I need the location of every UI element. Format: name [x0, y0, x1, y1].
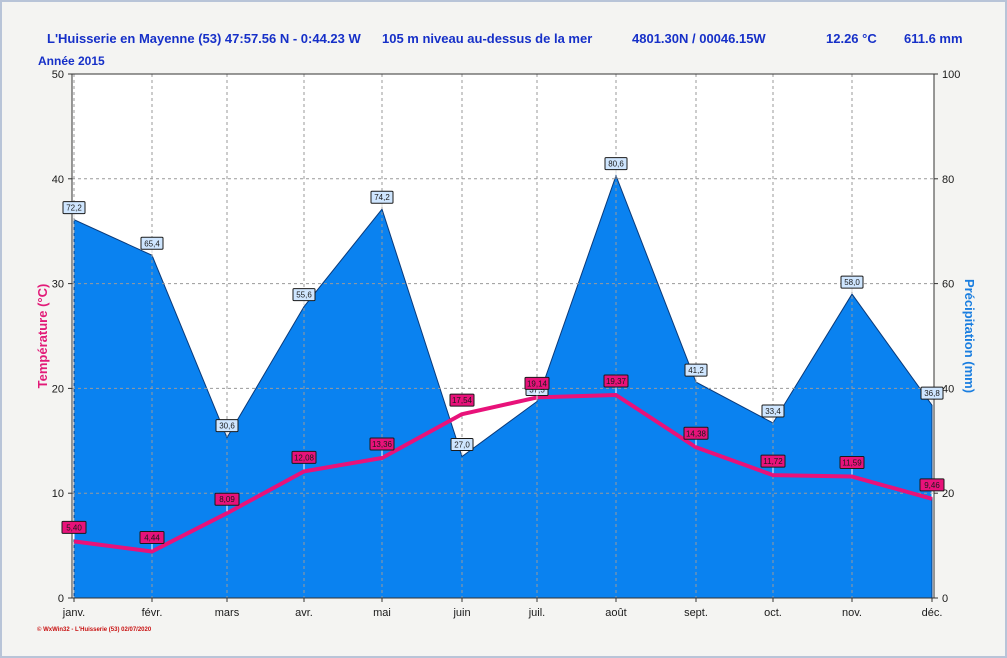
x-tick-label: sept. [684, 607, 708, 619]
station-title: L'Huisserie en Mayenne (53) 47:57.56 N -… [47, 31, 361, 46]
temp-data-label: 17,54 [452, 396, 473, 405]
x-tick-label: juil. [528, 607, 546, 619]
temp-data-label: 13,36 [372, 440, 393, 449]
y-left-tick-label: 0 [58, 593, 64, 605]
temp-label-box [61, 520, 87, 534]
total-precipitation: 611.6 mm [904, 31, 963, 46]
precip-data-label: 33,4 [765, 407, 781, 416]
y-left-tick-label: 30 [52, 279, 64, 291]
precip-label-box [140, 236, 164, 250]
y-right-tick-label: 20 [942, 488, 954, 500]
precip-data-label: 72,2 [66, 204, 82, 213]
x-tick-label: nov. [842, 607, 862, 619]
precip-label-box [761, 404, 785, 418]
temp-label-box [603, 374, 629, 388]
temp-label-box [683, 426, 709, 440]
precip-data-label: 36,8 [924, 389, 940, 398]
temp-data-label: 9,46 [924, 481, 940, 490]
x-tick-label: mars [215, 607, 240, 619]
temp-data-label: 19,37 [606, 377, 627, 386]
precip-data-label: 80,6 [608, 160, 624, 169]
precip-data-label: 74,2 [374, 193, 390, 202]
precip-label-box [604, 157, 628, 171]
y-right-tick-label: 100 [942, 69, 960, 81]
precip-label-box [370, 190, 394, 204]
temp-data-label: 11,72 [763, 457, 783, 466]
x-tick-label: janv. [62, 607, 85, 619]
precipitation-area [73, 174, 933, 599]
precip-data-label: 27,0 [454, 441, 470, 450]
altitude-text: 105 m niveau au-dessus de la mer [382, 31, 593, 46]
precip-data-label: 41,2 [688, 366, 704, 375]
average-temperature: 12.26 °C [826, 31, 877, 46]
y-left-tick-label: 40 [52, 174, 64, 186]
year-subtitle: Année 2015 [38, 54, 105, 68]
y-right-tick-label: 80 [942, 174, 954, 186]
temp-label-box [449, 393, 475, 407]
temp-data-label: 14,38 [686, 429, 707, 438]
footer-credit: © WxWin32 - L'Huisserie (53) 02/07/2020 [37, 627, 152, 633]
precip-data-label: 30,6 [219, 422, 235, 431]
y-left-axis-title: Température (°C) [35, 284, 50, 389]
precip-label-box [920, 386, 944, 400]
plot-border [71, 73, 935, 599]
precip-label-box [450, 438, 474, 452]
y-right-tick-label: 40 [942, 383, 954, 395]
y-right-axis-title: Précipitation (mm) [962, 279, 977, 393]
x-tick-label: déc. [922, 607, 943, 619]
x-tick-label: mai [373, 607, 391, 619]
x-tick-label: oct. [764, 607, 782, 619]
precip-data-label: 58,0 [844, 278, 860, 287]
temp-data-label: 11,59 [842, 459, 862, 468]
x-tick-label: avr. [295, 607, 313, 619]
temp-label-box [291, 450, 317, 464]
temp-data-label: 8,09 [219, 495, 235, 504]
precip-label-box [840, 275, 864, 289]
x-tick-label: juin [452, 607, 470, 619]
precip-label-box [62, 201, 86, 215]
x-tick-label: févr. [142, 607, 163, 619]
temp-data-label: 19,14 [527, 379, 548, 388]
y-left-tick-label: 20 [52, 383, 64, 395]
temp-label-box [839, 456, 865, 470]
temp-label-box [139, 530, 165, 544]
temp-label-box [369, 437, 395, 451]
temp-data-label: 4,44 [144, 533, 160, 542]
temperature-line [73, 393, 933, 554]
y-left-tick-label: 50 [52, 69, 64, 81]
precip-label-box [292, 288, 316, 302]
x-tick-label: août [605, 607, 626, 619]
precip-label-box [215, 419, 239, 433]
precip-data-label: 55,6 [296, 291, 312, 300]
temp-label-box [919, 478, 945, 492]
temp-data-label: 5,40 [66, 523, 82, 532]
y-right-tick-label: 0 [942, 593, 948, 605]
temp-label-box [760, 454, 786, 468]
precip-data-label: 65,4 [144, 239, 160, 248]
y-left-tick-label: 10 [52, 488, 64, 500]
precip-label-box [684, 363, 708, 377]
temp-label-box [214, 492, 240, 506]
y-right-tick-label: 60 [942, 279, 954, 291]
temp-data-label: 12,08 [294, 453, 315, 462]
coordinates-text: 4801.30N / 00046.15W [632, 31, 766, 46]
temp-label-box [524, 376, 550, 390]
